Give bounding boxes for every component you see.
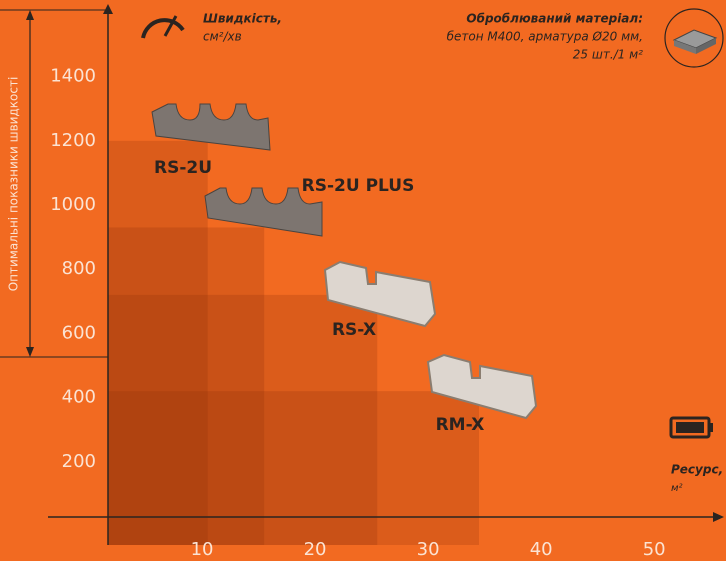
y-tick-label: 200 — [62, 451, 96, 472]
x-tick-label: 30 — [417, 539, 440, 560]
resource-title: Ресурс, — [671, 463, 723, 477]
y-tick-label: 400 — [62, 387, 96, 408]
y-tick-label: 1400 — [50, 66, 96, 87]
bars — [108, 140, 479, 546]
x-arrow — [713, 512, 724, 522]
x-tick-label: 50 — [643, 539, 666, 560]
speed-title: Швидкість, — [203, 12, 282, 26]
resource-unit: м² — [671, 483, 683, 494]
material-icon — [664, 8, 724, 68]
material-line: бетон М400, арматура Ø20 мм, — [447, 30, 643, 44]
product-label: RS-X — [332, 320, 376, 340]
y-arrow — [103, 4, 113, 14]
segment-image — [151, 103, 323, 237]
product-label: RS-2U PLUS — [302, 176, 415, 196]
material-title: Оброблюваний матеріал: — [466, 12, 643, 26]
battery-icon — [669, 416, 713, 439]
material-line: 25 шт./1 м² — [573, 48, 643, 62]
bar — [108, 391, 479, 545]
bracket-arrow — [26, 347, 34, 357]
x-tick-label: 40 — [530, 539, 553, 560]
speed-icon — [141, 15, 185, 39]
x-tick-label: 10 — [191, 539, 214, 560]
product-label: RM-X — [436, 415, 485, 435]
x-tick-label: 20 — [304, 539, 327, 560]
segment-image — [323, 260, 538, 420]
y-tick-label: 1000 — [50, 194, 96, 215]
bar — [108, 294, 378, 545]
y-tick-label: 1200 — [50, 130, 96, 151]
product-label: RS-2U — [154, 158, 212, 178]
speed-unit: см²/хв — [203, 30, 242, 44]
bar — [108, 140, 208, 546]
bracket-arrow — [26, 10, 34, 20]
y-axis-label: Оптимальні показники швидкості — [7, 77, 21, 292]
y-tick-label: 600 — [62, 322, 96, 343]
bar — [108, 227, 265, 545]
y-tick-label: 800 — [62, 258, 96, 279]
